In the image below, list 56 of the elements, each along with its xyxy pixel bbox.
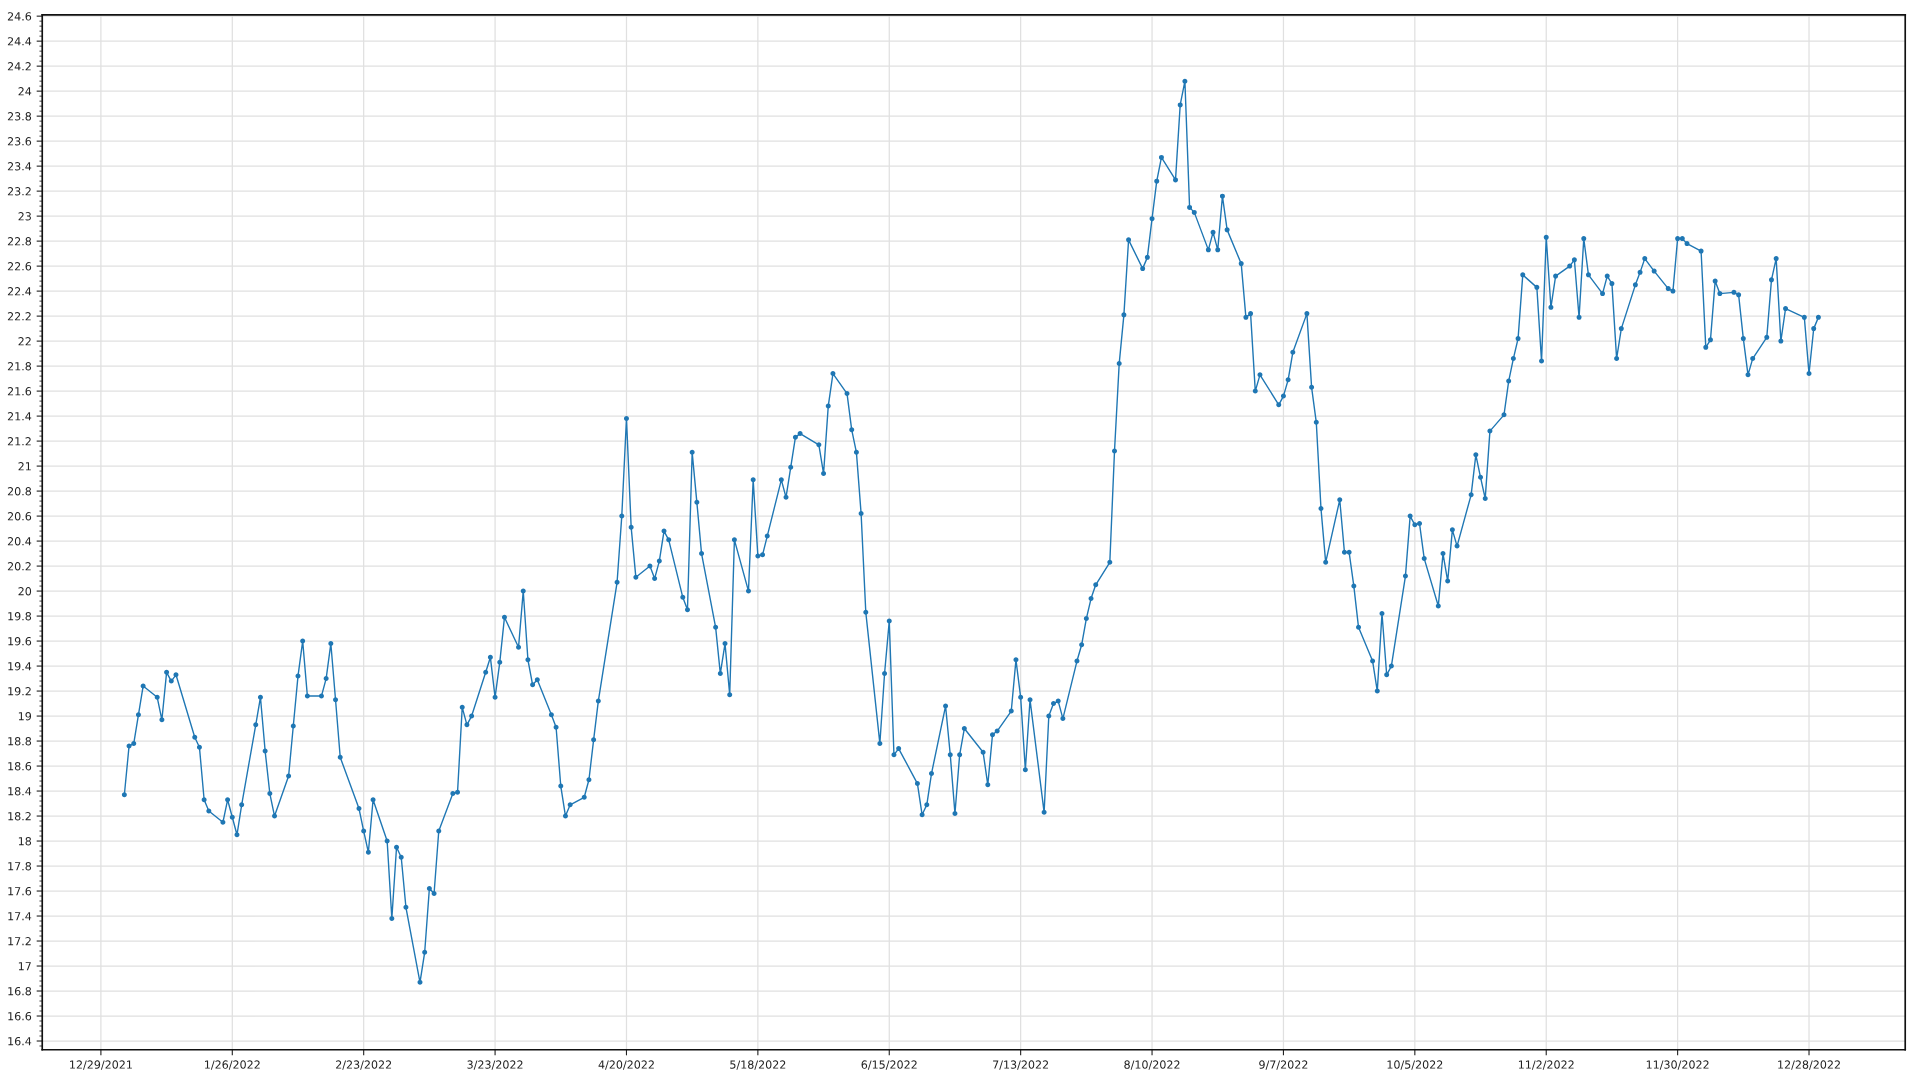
y-tick-label: 16.8 — [8, 986, 32, 996]
y-tick-label: 22 — [18, 337, 31, 346]
y-tick-label: 19.2 — [8, 687, 31, 696]
y-tick-label: 21.6 — [7, 387, 32, 396]
y-tick-label: 22.6 — [7, 262, 32, 271]
y-tick-label: 18.8 — [8, 737, 32, 746]
x-tick-label: 1/26/2022 — [205, 1060, 260, 1070]
x-tick-label: 10/5/2022 — [1387, 1060, 1443, 1070]
y-tick-label: 21.2 — [7, 437, 31, 446]
y-tick-label: 23.8 — [7, 112, 32, 121]
y-tick-label: 18 — [18, 837, 32, 846]
y-tick-label: 23.4 — [7, 162, 32, 171]
x-tick-label: 8/10/2022 — [1124, 1060, 1180, 1070]
y-tick-label: 19.4 — [8, 662, 32, 671]
y-tick-label: 19.8 — [8, 612, 32, 621]
y-tick-label: 17.8 — [8, 862, 32, 871]
y-tick-label: 20.4 — [7, 537, 32, 546]
y-tick-label: 24.2 — [7, 62, 31, 71]
y-tick-label: 17.2 — [8, 937, 31, 946]
y-tick-label: 23 — [18, 212, 31, 221]
y-tick-label: 17 — [18, 962, 31, 971]
y-tick-label: 18.4 — [8, 787, 32, 796]
x-tick-label: 4/20/2022 — [598, 1060, 654, 1070]
y-tick-label: 21.8 — [7, 362, 32, 371]
x-tick-label: 11/2/2022 — [1518, 1060, 1574, 1070]
y-tick-label: 24.6 — [7, 12, 32, 21]
y-tick-label: 21 — [18, 462, 31, 471]
y-tick-label: 20.6 — [7, 512, 32, 521]
x-tick-label: 12/29/2021 — [70, 1060, 132, 1070]
y-tick-label: 18.2 — [8, 812, 31, 821]
y-tick-label: 20.8 — [7, 487, 32, 496]
y-tick-label: 17.6 — [8, 887, 32, 896]
y-tick-label: 19 — [18, 712, 32, 721]
y-tick-label: 22.2 — [7, 312, 31, 321]
x-tick-label: 6/15/2022 — [861, 1060, 917, 1070]
x-tick-label: 5/18/2022 — [730, 1060, 786, 1070]
x-tick-label: 2/23/2022 — [336, 1060, 392, 1070]
y-tick-label: 20 — [18, 587, 32, 596]
y-tick-label: 24.4 — [7, 37, 32, 46]
x-tick-label: 7/13/2022 — [993, 1060, 1049, 1070]
y-tick-label: 23.6 — [7, 137, 32, 146]
y-tick-label: 23.2 — [7, 187, 31, 196]
y-tick-label: 20.2 — [7, 562, 31, 571]
x-tick-label: 12/28/2022 — [1778, 1060, 1840, 1070]
y-tick-label: 24 — [18, 87, 32, 96]
y-tick-label: 21.4 — [7, 412, 32, 421]
y-tick-label: 22.8 — [7, 237, 32, 246]
y-tick-label: 16.4 — [8, 1036, 32, 1046]
x-tick-label: 9/7/2022 — [1259, 1060, 1308, 1070]
y-tick-label: 16.6 — [8, 1011, 32, 1021]
x-tick-label: 3/23/2022 — [467, 1060, 523, 1070]
x-tick-label: 11/30/2022 — [1646, 1060, 1709, 1070]
y-tick-label: 22.4 — [7, 287, 32, 296]
y-tick-label: 17.4 — [8, 912, 32, 921]
y-tick-label: 19.6 — [8, 637, 32, 646]
y-tick-label: 18.6 — [8, 762, 32, 771]
